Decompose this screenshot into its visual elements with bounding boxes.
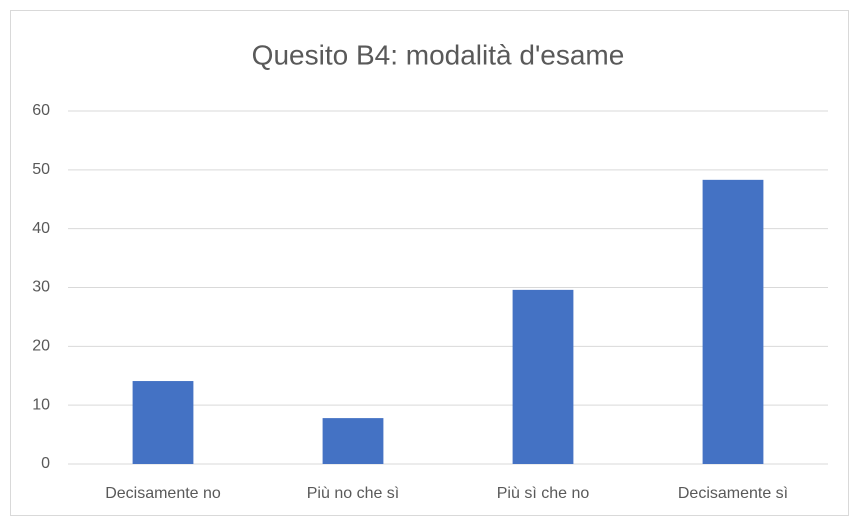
bar — [322, 418, 384, 464]
y-tick-label: 40 — [32, 220, 50, 237]
chart-title: Quesito B4: modalità d'esame — [252, 39, 625, 70]
x-tick-label: Più sì che no — [497, 485, 590, 502]
y-tick-label: 50 — [32, 161, 50, 178]
bar — [512, 289, 574, 464]
y-tick-label: 60 — [32, 102, 50, 119]
y-tick-label: 0 — [41, 455, 50, 472]
bar — [702, 179, 764, 464]
bar — [132, 381, 194, 464]
y-tick-label: 20 — [32, 338, 50, 355]
x-tick-label: Più no che sì — [307, 485, 400, 502]
x-tick-label: Decisamente no — [105, 485, 221, 502]
x-tick-label: Decisamente sì — [678, 485, 788, 502]
y-tick-label: 10 — [32, 396, 50, 413]
y-tick-label: 30 — [32, 279, 50, 296]
